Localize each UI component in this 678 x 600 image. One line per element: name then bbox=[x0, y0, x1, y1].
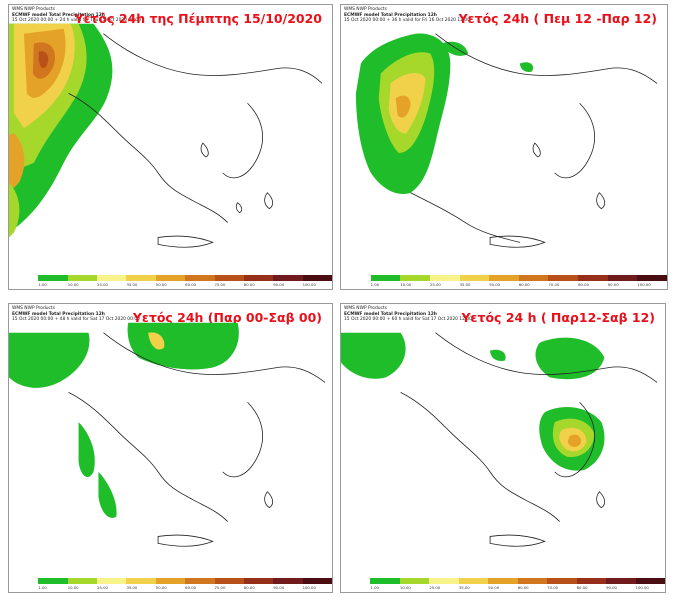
precipitation-legend: 1.00 10.00 25.00 35.00 50.00 60.00 70.00… bbox=[341, 578, 665, 590]
header-source: WMS NWP Products bbox=[344, 306, 387, 311]
precipitation-legend: 1.00 10.00 25.00 35.00 50.00 60.00 70.00… bbox=[341, 275, 667, 287]
legend-swatch: 1.00 bbox=[370, 275, 401, 287]
legend-swatch: 25.00 bbox=[429, 578, 459, 590]
map-panel-thu-15-oct: WMS NWP Products ECMWF model Total Preci… bbox=[8, 4, 333, 290]
map-panel-thu-fri-12: WMS NWP Products ECMWF model Total Preci… bbox=[340, 4, 668, 290]
legend-swatch: 1.00 bbox=[38, 275, 68, 287]
header-source: WMS NWP Products bbox=[12, 306, 55, 311]
legend-swatch: 100.00 bbox=[302, 578, 332, 590]
legend-swatch: 70.00 bbox=[214, 275, 244, 287]
legend-swatch: 90.00 bbox=[273, 275, 303, 287]
legend-swatch: 60.00 bbox=[517, 578, 548, 590]
precipitation-legend: 1.00 10.00 25.00 35.00 50.00 60.00 70.00… bbox=[9, 275, 332, 287]
legend-swatch: 35.00 bbox=[458, 578, 489, 590]
legend-swatch: 50.00 bbox=[155, 275, 186, 287]
legend-swatch: 50.00 bbox=[488, 578, 518, 590]
legend-swatch: 100.00 bbox=[302, 275, 332, 287]
legend-swatch: 80.00 bbox=[243, 578, 274, 590]
legend-swatch: 25.00 bbox=[97, 275, 127, 287]
legend-swatch: 100.00 bbox=[635, 578, 665, 590]
legend-swatch: 80.00 bbox=[576, 578, 607, 590]
legend-swatch: 25.00 bbox=[429, 275, 460, 287]
legend-swatch: 35.00 bbox=[126, 578, 156, 590]
legend-swatch: 60.00 bbox=[185, 275, 215, 287]
header-valid-time: 15 Oct 2020 00:00 + 36 h valid for Fri 1… bbox=[344, 18, 470, 24]
legend-swatch: 50.00 bbox=[489, 275, 519, 287]
panel-header: WMS NWP Products ECMWF model Total Preci… bbox=[12, 306, 140, 323]
header-valid-time: 15 Oct 2020 00:00 + 24 h valid for Thu 1… bbox=[12, 18, 142, 24]
legend-swatch: 10.00 bbox=[67, 578, 98, 590]
panel-title: Υετός 24 h ( Παρ12-Σαβ 12) bbox=[461, 310, 655, 325]
legend-swatch: 100.00 bbox=[637, 275, 667, 287]
legend-swatch: 35.00 bbox=[126, 275, 156, 287]
legend-swatch: 25.00 bbox=[97, 578, 127, 590]
panel-header: WMS NWP Products ECMWF model Total Preci… bbox=[12, 7, 141, 24]
legend-swatch: 70.00 bbox=[547, 578, 577, 590]
legend-swatch: 10.00 bbox=[400, 275, 430, 287]
legend-swatch bbox=[9, 275, 39, 281]
legend-swatch: 80.00 bbox=[578, 275, 608, 287]
precipitation-map bbox=[9, 322, 326, 547]
precipitation-map bbox=[341, 332, 658, 547]
legend-swatch bbox=[341, 578, 371, 584]
legend-swatch bbox=[9, 578, 39, 584]
panel-title: Υετός 24h ( Πεμ 12 -Παρ 12) bbox=[458, 11, 657, 26]
precipitation-map bbox=[355, 33, 658, 248]
legend-swatch: 90.00 bbox=[606, 578, 636, 590]
header-valid-time: 15 Oct 2020 00:00 + 48 h valid for Sat 1… bbox=[12, 317, 140, 323]
legend-swatch: 60.00 bbox=[518, 275, 549, 287]
map-panel-fri-sat-12: WMS NWP Products ECMWF model Total Preci… bbox=[340, 303, 666, 593]
header-source: WMS NWP Products bbox=[344, 7, 387, 12]
legend-swatch: 10.00 bbox=[67, 275, 98, 287]
panel-header: WMS NWP Products ECMWF model Total Preci… bbox=[344, 306, 472, 323]
header-model: ECMWF model Total Precipitation 12h bbox=[344, 311, 437, 317]
panel-header: WMS NWP Products ECMWF model Total Preci… bbox=[344, 7, 470, 24]
header-model: ECMWF model Total Precipitation 12h bbox=[344, 12, 437, 18]
header-model: ECMWF model Total Precipitation 12h bbox=[12, 12, 105, 18]
legend-swatch bbox=[341, 275, 371, 281]
panel-title: Υετός 24h (Παρ 00-Σαβ 00) bbox=[132, 310, 322, 325]
header-model: ECMWF model Total Precipitation 12h bbox=[12, 311, 105, 317]
legend-swatch: 60.00 bbox=[185, 578, 215, 590]
legend-swatch: 70.00 bbox=[548, 275, 579, 287]
legend-swatch: 80.00 bbox=[243, 275, 274, 287]
panel-title: Υετός 24h της Πέμπτης 15/10/2020 bbox=[74, 11, 322, 26]
header-valid-time: 15 Oct 2020 00:00 + 60 h valid for Sat 1… bbox=[344, 317, 472, 323]
legend-swatch: 50.00 bbox=[155, 578, 186, 590]
precipitation-legend: 1.00 10.00 25.00 35.00 50.00 60.00 70.00… bbox=[9, 578, 332, 590]
legend-swatch: 90.00 bbox=[273, 578, 303, 590]
map-panel-fri-sat-00: WMS NWP Products ECMWF model Total Preci… bbox=[8, 303, 333, 593]
legend-swatch: 1.00 bbox=[38, 578, 68, 590]
header-source: WMS NWP Products bbox=[12, 7, 55, 12]
legend-swatch: 1.00 bbox=[370, 578, 400, 590]
legend-swatch: 70.00 bbox=[214, 578, 244, 590]
legend-swatch: 35.00 bbox=[459, 275, 490, 287]
legend-swatch: 10.00 bbox=[399, 578, 430, 590]
legend-swatch: 90.00 bbox=[607, 275, 638, 287]
precipitation-map bbox=[9, 23, 323, 248]
